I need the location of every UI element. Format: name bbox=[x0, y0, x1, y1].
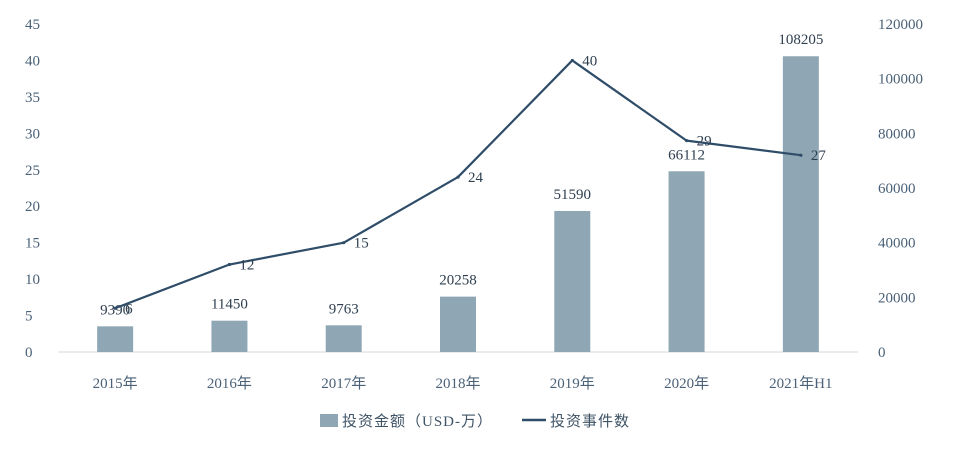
line-value-label: 29 bbox=[697, 134, 712, 150]
y-right-tick-label: 0 bbox=[878, 345, 886, 361]
line-point bbox=[799, 153, 803, 157]
y-left-tick-label: 45 bbox=[25, 17, 40, 33]
y-left-tick-label: 0 bbox=[25, 345, 33, 361]
y-right-tick-label: 100000 bbox=[878, 72, 923, 88]
y-right-axis: 0 20000 40000 60000 80000 100000 120000 bbox=[878, 17, 923, 361]
y-left-tick-label: 35 bbox=[25, 90, 40, 106]
bar bbox=[97, 326, 134, 352]
y-left-tick-label: 30 bbox=[25, 126, 40, 142]
bar bbox=[782, 56, 819, 353]
y-left-tick-label: 25 bbox=[25, 163, 40, 179]
line-series bbox=[113, 58, 803, 310]
bar-value-label: 66112 bbox=[668, 147, 705, 163]
line-point bbox=[684, 139, 689, 143]
y-right-tick-label: 20000 bbox=[878, 290, 916, 306]
bar-value-label: 20258 bbox=[439, 273, 477, 289]
legend-bar-label: 投资金额（USD-万） bbox=[342, 413, 493, 430]
x-tick-label: 2021年H1 bbox=[769, 375, 832, 392]
y-left-tick-label: 10 bbox=[25, 272, 40, 288]
y-right-tick-label: 40000 bbox=[878, 236, 916, 252]
x-tick-label: 2019年 bbox=[550, 375, 595, 392]
y-left-tick-label: 20 bbox=[25, 199, 40, 215]
line-value-label: 12 bbox=[239, 258, 254, 274]
bar-value-label: 51590 bbox=[554, 187, 592, 203]
y-right-tick-label: 120000 bbox=[878, 17, 923, 33]
x-tick-label: 2015年 bbox=[93, 375, 138, 392]
line-point bbox=[342, 241, 346, 245]
legend-line-label: 投资事件数 bbox=[550, 413, 630, 430]
bar-value-label: 11450 bbox=[211, 297, 248, 313]
line-value-label: 15 bbox=[354, 236, 369, 252]
line-point bbox=[570, 58, 574, 63]
bar bbox=[440, 296, 476, 352]
x-axis: 2015年 2016年 2017年 2018年 2019年 2020年 2021年H1 bbox=[58, 351, 858, 392]
x-tick-label: 2016年 bbox=[207, 375, 252, 392]
bar bbox=[325, 325, 362, 352]
x-tick-label: 2018年 bbox=[435, 375, 480, 392]
legend: 投资金额（USD-万） 投资事件数 bbox=[320, 413, 630, 430]
legend-bar-swatch bbox=[320, 414, 338, 427]
line-data-labels: 6 12 15 24 40 29 27 bbox=[125, 53, 826, 317]
bar bbox=[668, 171, 705, 352]
y-right-tick-label: 80000 bbox=[878, 126, 916, 142]
y-left-axis: 0 5 10 15 20 25 30 35 40 45 bbox=[25, 17, 40, 361]
line-point bbox=[113, 306, 117, 310]
y-left-tick-label: 40 bbox=[25, 53, 40, 69]
y-left-tick-label: 15 bbox=[25, 236, 40, 252]
line-value-label: 27 bbox=[811, 148, 827, 164]
line-point bbox=[456, 175, 460, 179]
line-value-label: 6 bbox=[125, 301, 133, 317]
bar-series bbox=[97, 56, 819, 353]
bar bbox=[554, 210, 591, 352]
x-tick-label: 2017年 bbox=[321, 375, 366, 392]
x-tick-label: 2020年 bbox=[664, 375, 709, 392]
line-value-label: 40 bbox=[582, 53, 597, 69]
bar-value-label: 9763 bbox=[329, 301, 359, 317]
line-value-label: 24 bbox=[468, 170, 484, 186]
y-left-tick-label: 5 bbox=[25, 309, 33, 325]
bar bbox=[211, 320, 248, 352]
bar-value-label: 108205 bbox=[778, 32, 823, 48]
line-point bbox=[227, 262, 232, 267]
y-right-tick-label: 60000 bbox=[878, 181, 916, 197]
